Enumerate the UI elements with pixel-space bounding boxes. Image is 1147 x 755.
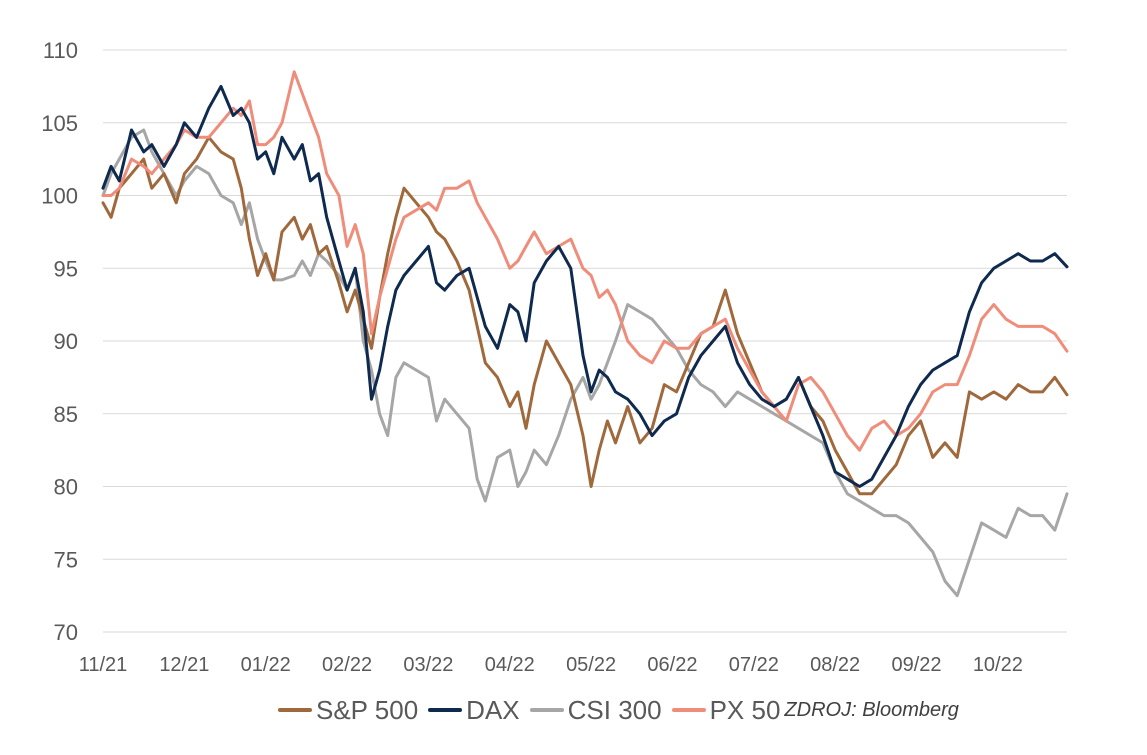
y-axis-ticks: 70 75 80 85 90 95 100 105 110 bbox=[41, 38, 78, 645]
legend-item-sp500: S&P 500 bbox=[278, 695, 418, 726]
y-tick-label: 75 bbox=[54, 547, 78, 572]
series-lines bbox=[101, 70, 1069, 598]
series-line-px50 bbox=[101, 70, 1069, 452]
legend-label-dax: DAX bbox=[466, 694, 520, 725]
y-tick-label: 100 bbox=[41, 184, 78, 209]
x-tick-label: 08/22 bbox=[810, 654, 860, 676]
series-line-sp500 bbox=[101, 135, 1069, 496]
legend-label-px50: PX 50 bbox=[709, 694, 781, 725]
x-axis-ticks: 11/21 12/21 01/22 02/22 03/22 04/22 05/22 06/22… bbox=[79, 654, 1023, 676]
x-tick-label: 01/22 bbox=[241, 654, 291, 676]
x-tick-label: 12/21 bbox=[159, 654, 209, 676]
y-tick-label: 90 bbox=[54, 329, 78, 354]
legend: S&P 500 DAX CSI 300 PX 50 ZDROJ: Bloombe… bbox=[278, 690, 959, 730]
y-tick-label: 105 bbox=[41, 111, 78, 136]
line-chart: 70 75 80 85 90 95 100 105 110 11/21 12/21 01/22 02/… bbox=[41, 38, 1069, 676]
legend-item-dax: DAX bbox=[428, 694, 520, 726]
x-tick-label: 07/22 bbox=[729, 654, 779, 676]
y-tick-label: 70 bbox=[54, 620, 78, 645]
legend-label-sp500: S&P 500 bbox=[316, 694, 419, 725]
y-tick-label: 95 bbox=[54, 256, 78, 281]
legend-item-px50: PX 50 bbox=[671, 694, 781, 726]
legend-swatch-px50 bbox=[671, 708, 706, 712]
x-tick-label: 11/21 bbox=[79, 654, 128, 676]
legend-swatch-dax bbox=[428, 708, 463, 712]
x-tick-label: 03/22 bbox=[403, 654, 453, 676]
legend-swatch-sp500 bbox=[278, 708, 312, 712]
legend-item-csi300: CSI 300 bbox=[529, 694, 662, 726]
legend-label-csi300: CSI 300 bbox=[567, 694, 662, 725]
y-tick-label: 110 bbox=[43, 38, 78, 63]
x-tick-label: 02/22 bbox=[322, 654, 372, 676]
series-line-csi300 bbox=[101, 128, 1069, 598]
source-note: ZDROJ: Bloomberg bbox=[784, 698, 959, 721]
x-tick-label: 10/22 bbox=[973, 654, 1023, 676]
y-tick-label: 80 bbox=[54, 475, 78, 500]
x-tick-label: 06/22 bbox=[647, 654, 697, 676]
legend-swatch-csi300 bbox=[529, 708, 564, 712]
x-tick-label: 04/22 bbox=[485, 654, 535, 676]
x-tick-label: 09/22 bbox=[891, 654, 941, 676]
x-tick-label: 05/22 bbox=[566, 654, 616, 676]
gridlines bbox=[103, 49, 1067, 633]
series-line-dax bbox=[101, 84, 1069, 488]
y-tick-label: 85 bbox=[54, 402, 78, 427]
